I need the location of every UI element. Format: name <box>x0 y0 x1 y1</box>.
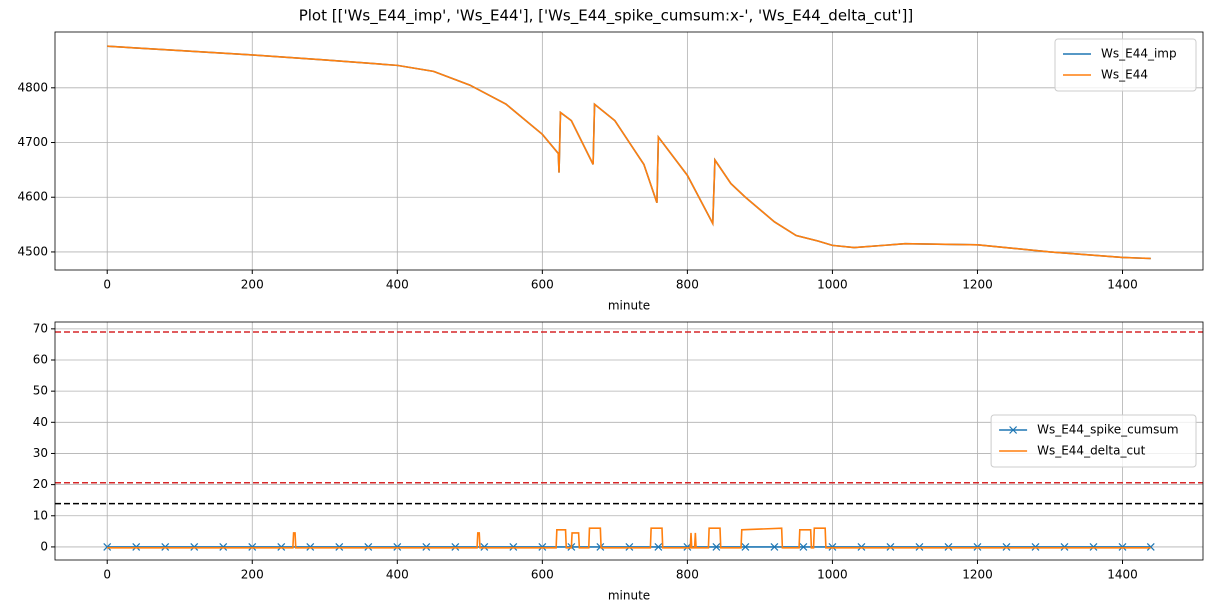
x-axis-label: minute <box>608 299 650 313</box>
marker <box>103 542 112 551</box>
axes-frame <box>54 321 1204 561</box>
legend-label: Ws_E44_imp <box>1101 47 1177 61</box>
legend-box <box>1054 38 1197 92</box>
marker <box>219 542 228 551</box>
x-tick-label: 0 <box>103 568 111 582</box>
x-tick-label: 600 <box>531 278 554 292</box>
marker <box>915 542 924 551</box>
legend-label: Ws_E44 <box>1101 68 1148 82</box>
plot-area <box>107 45 1151 260</box>
marker <box>886 542 895 551</box>
marker <box>306 542 315 551</box>
x-tick-label: 1200 <box>962 278 993 292</box>
x-tick-label: 800 <box>676 568 699 582</box>
y-tick-label: 4800 <box>17 80 48 94</box>
x-tick-label: 0 <box>103 278 111 292</box>
x-tick-label: 200 <box>241 278 264 292</box>
y-tick-label: 10 <box>33 508 48 522</box>
marker <box>741 542 750 551</box>
axes: 0 200 400 600 800 1000 1200 1400 4500 4600 4700 480… <box>17 31 1204 313</box>
series-line <box>107 45 1151 260</box>
y-tick-label: 4600 <box>17 190 48 204</box>
marker <box>451 542 460 551</box>
x-tick-label: 1200 <box>962 568 993 582</box>
plot-area <box>55 331 1203 551</box>
marker <box>393 542 402 551</box>
y-tick-label: 30 <box>33 446 48 460</box>
y-tick-label: 70 <box>33 321 48 335</box>
x-tick-label: 200 <box>241 568 264 582</box>
marker <box>625 542 634 551</box>
series-line <box>107 45 1151 260</box>
marker <box>422 542 431 551</box>
marker <box>1089 542 1098 551</box>
marker <box>1002 542 1011 551</box>
marker <box>1060 542 1069 551</box>
marker <box>973 542 982 551</box>
marker <box>1118 542 1127 551</box>
y-tick-label: 50 <box>33 384 48 398</box>
x-tick-label: 1000 <box>817 568 848 582</box>
y-tick-label: 4700 <box>17 135 48 149</box>
axes-frame <box>54 31 1204 271</box>
legend-label: Ws_E44_spike_cumsum <box>1037 423 1179 437</box>
marker <box>364 542 373 551</box>
figure-title: Plot [['Ws_E44_imp', 'Ws_E44'], ['Ws_E44… <box>299 7 914 26</box>
marker <box>654 542 663 551</box>
legend-marker <box>1009 426 1018 434</box>
marker <box>132 542 141 551</box>
marker <box>1031 542 1040 551</box>
marker <box>944 542 953 551</box>
x-axis-label: minute <box>608 589 650 603</box>
y-tick-label: 40 <box>33 415 48 429</box>
marker <box>857 542 866 551</box>
marker <box>190 542 199 551</box>
y-tick-label: 20 <box>33 477 48 491</box>
x-tick-label: 1400 <box>1107 278 1138 292</box>
marker <box>1146 542 1155 551</box>
y-tick-label: 0 <box>40 539 48 553</box>
x-tick-label: 400 <box>386 278 409 292</box>
marker <box>799 542 808 551</box>
x-tick-label: 1400 <box>1107 568 1138 582</box>
marker <box>828 542 837 551</box>
marker <box>277 542 286 551</box>
x-tick-label: 400 <box>386 568 409 582</box>
legend-box <box>990 414 1197 468</box>
marker <box>335 542 344 551</box>
marker <box>538 542 547 551</box>
legend-label: Ws_E44_delta_cut <box>1037 444 1146 458</box>
y-tick-label: 4500 <box>17 244 48 258</box>
marker <box>509 542 518 551</box>
axes: 0 200 400 600 800 1000 1200 1400 0 10 20 30 40 50 60 70… <box>33 321 1204 603</box>
x-tick-label: 800 <box>676 278 699 292</box>
marker <box>770 542 779 551</box>
x-tick-label: 600 <box>531 568 554 582</box>
y-tick-label: 60 <box>33 353 48 367</box>
series-line <box>107 527 1151 549</box>
x-tick-label: 1000 <box>817 278 848 292</box>
marker <box>161 542 170 551</box>
marker <box>480 542 489 551</box>
marker <box>248 542 257 551</box>
marker <box>712 542 721 551</box>
